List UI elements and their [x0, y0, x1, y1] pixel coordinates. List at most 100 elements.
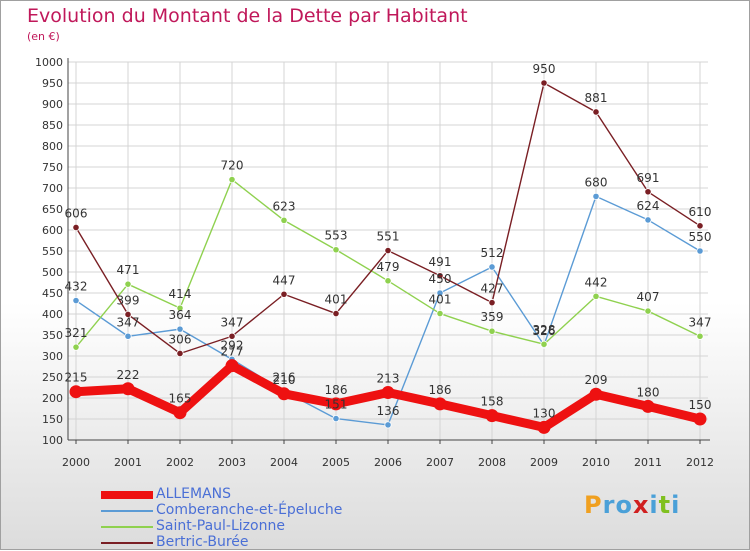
data-label-comberanche-et-epeluche: 347	[117, 315, 140, 329]
legend-swatch-comberanche	[101, 510, 153, 512]
point-bertric-buree	[540, 79, 548, 87]
point-saint-paul-lizonne	[384, 277, 392, 285]
data-label-allemans: 215	[65, 371, 88, 385]
legend-swatch-bertric	[101, 542, 153, 544]
logo-letter: o	[615, 491, 633, 519]
legend-swatch-allemans	[101, 491, 153, 499]
point-bertric-buree	[332, 309, 340, 318]
y-tick-label: 550	[42, 245, 63, 258]
data-label-comberanche-et-epeluche: 151	[325, 398, 348, 412]
legend-swatch-saint-paul	[101, 526, 153, 528]
data-label-bertric-buree: 306	[169, 332, 192, 346]
series-layer	[69, 79, 707, 434]
data-label-comberanche-et-epeluche: 450	[429, 272, 452, 286]
legend-label-saint-paul: Saint-Paul-Lizonne	[156, 518, 285, 534]
data-label-bertric-buree: 691	[637, 171, 660, 185]
legend-item-comberanche[interactable]: Comberanche-et-Épeluche	[101, 502, 421, 519]
data-label-saint-paul-lizonne: 623	[273, 199, 296, 213]
data-label-bertric-buree: 447	[273, 273, 296, 287]
point-saint-paul-lizonne	[696, 332, 704, 340]
data-label-comberanche-et-epeluche: 326	[533, 324, 556, 338]
y-tick-label: 950	[42, 77, 63, 90]
y-tick-label: 600	[42, 224, 63, 237]
data-label-saint-paul-lizonne: 359	[481, 310, 504, 324]
point-allemans	[433, 397, 447, 411]
y-tick-label: 150	[42, 413, 63, 426]
data-label-bertric-buree: 606	[65, 206, 88, 220]
legend-item-saint-paul[interactable]: Saint-Paul-Lizonne	[101, 518, 421, 535]
y-tick-label: 1000	[35, 56, 63, 69]
data-label-allemans: 209	[585, 373, 608, 387]
point-saint-paul-lizonne	[228, 176, 236, 184]
x-tick-label: 2001	[114, 456, 142, 469]
logo-letter: P	[584, 491, 603, 519]
y-tick-label: 650	[42, 203, 63, 216]
proxiti-logo: Proxiti	[584, 491, 680, 519]
data-label-bertric-buree: 551	[377, 230, 400, 244]
data-label-allemans: 158	[481, 395, 504, 409]
data-label-saint-paul-lizonne: 321	[65, 326, 88, 340]
data-label-allemans: 186	[325, 383, 348, 397]
x-tick-label: 2006	[374, 456, 402, 469]
data-label-comberanche-et-epeluche: 512	[481, 246, 504, 260]
point-saint-paul-lizonne	[332, 246, 340, 254]
data-label-saint-paul-lizonne: 720	[221, 159, 244, 173]
data-label-comberanche-et-epeluche: 680	[585, 175, 608, 189]
point-bertric-buree	[488, 299, 496, 307]
point-comberanche-et-epeluche	[72, 296, 80, 305]
y-tick-label: 750	[42, 161, 63, 174]
point-comberanche-et-epeluche	[488, 263, 496, 271]
y-tick-label: 250	[42, 371, 63, 384]
y-tick-label: 350	[42, 329, 63, 342]
data-label-saint-paul-lizonne: 328	[533, 323, 556, 337]
point-comberanche-et-epeluche	[592, 192, 600, 200]
x-tick-label: 2000	[62, 456, 90, 469]
x-tick-label: 2008	[478, 456, 506, 469]
point-allemans	[69, 385, 83, 399]
data-label-saint-paul-lizonne: 471	[117, 263, 140, 277]
x-tick-label: 2010	[582, 456, 610, 469]
data-label-layer: 432 347 364 292 216 151 136 450 512 326 680 624 550 3…	[65, 62, 712, 420]
point-saint-paul-lizonne	[280, 216, 288, 224]
data-label-saint-paul-lizonne: 479	[377, 260, 400, 274]
y-tick-label: 850	[42, 119, 63, 132]
data-label-bertric-buree: 881	[585, 91, 608, 105]
legend-item-bertric[interactable]: Bertric-Burée	[101, 534, 421, 551]
legend-label-comberanche: Comberanche-et-Épeluche	[156, 502, 343, 518]
y-tick-label: 500	[42, 266, 63, 279]
legend-item-allemans[interactable]: ALLEMANS	[101, 486, 421, 503]
y-tick-label: 700	[42, 182, 63, 195]
data-label-bertric-buree: 491	[429, 255, 452, 269]
point-allemans	[381, 386, 395, 400]
point-bertric-buree	[228, 332, 236, 340]
x-tick-label: 2004	[270, 456, 298, 469]
point-comberanche-et-epeluche	[124, 332, 132, 340]
data-label-bertric-buree: 427	[481, 282, 504, 296]
point-saint-paul-lizonne	[124, 280, 132, 288]
data-label-bertric-buree: 401	[325, 293, 348, 307]
data-label-saint-paul-lizonne: 401	[429, 293, 452, 307]
logo-letter: t	[658, 491, 672, 519]
logo-letter: r	[602, 491, 616, 519]
data-label-comberanche-et-epeluche: 292	[221, 338, 244, 352]
data-label-bertric-buree: 610	[689, 205, 712, 219]
point-saint-paul-lizonne	[176, 304, 184, 312]
point-saint-paul-lizonne	[644, 307, 652, 315]
point-saint-paul-lizonne	[72, 343, 80, 351]
point-allemans	[277, 387, 291, 401]
point-bertric-buree	[280, 290, 288, 298]
point-comberanche-et-epeluche	[176, 325, 184, 333]
point-comberanche-et-epeluche	[384, 421, 392, 429]
data-label-comberanche-et-epeluche: 550	[689, 230, 712, 244]
x-tick-label: 2007	[426, 456, 454, 469]
logo-letter: i	[649, 491, 659, 519]
point-bertric-buree	[436, 272, 444, 280]
grid-layer	[68, 61, 708, 441]
point-comberanche-et-epeluche	[696, 247, 704, 255]
legend-label-allemans: ALLEMANS	[156, 486, 232, 502]
data-label-comberanche-et-epeluche: 624	[637, 199, 660, 213]
point-allemans	[485, 409, 499, 423]
point-allemans	[641, 399, 655, 413]
